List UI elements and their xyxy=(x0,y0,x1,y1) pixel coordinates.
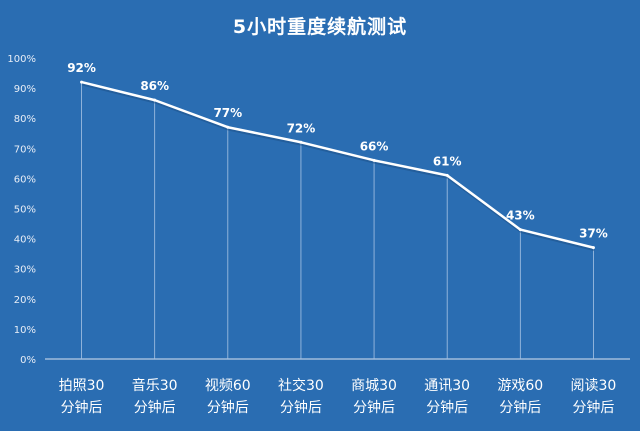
data-label: 92% xyxy=(67,61,96,75)
x-tick-label: 音乐30 分钟后 xyxy=(132,377,178,416)
x-tick-label: 拍照30 分钟后 xyxy=(59,378,105,416)
x-tick-label: 通讯30 分钟后 xyxy=(424,378,470,416)
data-label: 37% xyxy=(579,227,608,241)
x-tick-label-line: 分钟后 xyxy=(207,399,249,416)
data-label: 72% xyxy=(287,121,316,135)
data-label: 61% xyxy=(433,154,462,168)
x-tick-label: 视频60 分钟后 xyxy=(205,378,251,416)
y-tick-label: 70% xyxy=(14,144,36,155)
x-tick-label: 商城30 分钟后 xyxy=(351,378,397,416)
data-point xyxy=(80,80,84,84)
x-tick-label-line: 游戏60 xyxy=(497,378,543,394)
x-tick-label: 社交30 分钟后 xyxy=(278,377,324,416)
x-tick-label-line: 分钟后 xyxy=(61,399,103,416)
data-point xyxy=(591,246,595,250)
x-tick-label-line: 分钟后 xyxy=(572,399,614,416)
data-label: 43% xyxy=(506,209,535,223)
series-line xyxy=(81,80,594,249)
x-tick-label-line: 分钟后 xyxy=(353,399,395,416)
x-tick-label-line: 分钟后 xyxy=(426,399,468,416)
y-tick-label: 30% xyxy=(14,265,36,276)
data-point xyxy=(299,140,303,144)
x-tick-label-line: 视频60 xyxy=(205,378,251,394)
y-tick-label: 20% xyxy=(14,295,36,306)
y-tick-label: 10% xyxy=(14,325,36,336)
series-line-shadow xyxy=(82,82,595,252)
data-point xyxy=(226,125,230,129)
y-tick-label: 50% xyxy=(14,205,36,216)
x-tick-label-line: 分钟后 xyxy=(134,399,176,416)
y-tick-label: 90% xyxy=(14,84,36,95)
x-tick-label-line: 阅读30 xyxy=(571,377,617,394)
x-tick-label-line: 分钟后 xyxy=(499,399,541,416)
x-tick-label-line: 拍照30 xyxy=(59,378,105,394)
x-tick-label: 游戏60 分钟后 xyxy=(497,378,543,416)
x-tick-label-line: 分钟后 xyxy=(280,399,322,416)
data-label: 77% xyxy=(213,106,242,120)
data-label: 86% xyxy=(140,79,169,93)
y-tick-label: 100% xyxy=(7,54,36,65)
data-point xyxy=(153,98,157,102)
x-tick-label: 阅读30 分钟后 xyxy=(571,377,617,416)
y-tick-label: 80% xyxy=(14,114,36,125)
data-point xyxy=(372,158,376,162)
x-tick-label-line: 通讯30 xyxy=(424,378,470,394)
data-point xyxy=(445,173,449,177)
x-tick-label-line: 音乐30 xyxy=(132,377,178,394)
x-tick-label-line: 商城30 xyxy=(351,378,397,394)
chart-title: 5小时重度续航测试 xyxy=(232,16,408,38)
y-tick-label: 60% xyxy=(14,174,36,185)
y-tick-label: 0% xyxy=(20,355,36,366)
data-point xyxy=(518,228,522,232)
y-tick-label: 40% xyxy=(14,235,36,246)
x-tick-label-line: 社交30 xyxy=(278,377,324,394)
data-label: 66% xyxy=(360,139,389,153)
